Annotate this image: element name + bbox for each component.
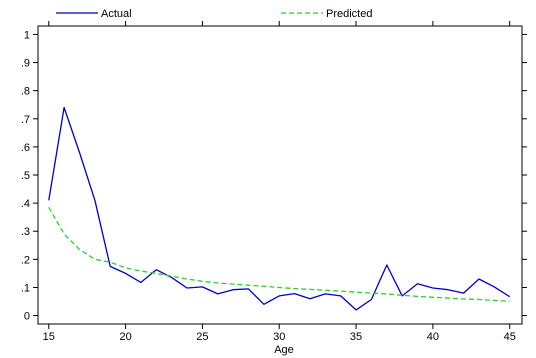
- y-tick-label: .1: [21, 282, 30, 294]
- y-axis: 0 .1 .2 .3 .4 .5 .6 .7 .8 .9 1: [21, 29, 38, 323]
- x-tick-label: 25: [196, 331, 208, 343]
- y-tick-label: .2: [21, 254, 30, 266]
- y-tick-label: 0: [24, 311, 30, 323]
- y-tick-label: .7: [21, 114, 30, 126]
- x-tick-label: 35: [350, 331, 362, 343]
- y-tick-label: .4: [21, 198, 30, 210]
- y-tick-label: .3: [21, 226, 30, 238]
- series-line-actual: [48, 106, 511, 311]
- x-tick-label: 20: [119, 331, 131, 343]
- series-layer: [48, 106, 511, 311]
- plot-area-frame: [37, 25, 523, 325]
- y-tick-label: 1: [24, 29, 30, 41]
- y-tick-label: .5: [21, 170, 30, 182]
- legend-label-predicted: Predicted: [326, 8, 372, 20]
- right-axis-ticks: [522, 33, 527, 317]
- y-tick-label: .8: [21, 86, 30, 98]
- series-line-predicted: [48, 206, 510, 302]
- x-tick-label: 40: [427, 331, 439, 343]
- y-tick-label: .9: [21, 58, 30, 70]
- legend: Actual Predicted: [56, 8, 372, 20]
- x-axis-title: Age: [274, 344, 294, 356]
- x-tick-label: 30: [273, 331, 285, 343]
- x-tick-label: 15: [43, 331, 55, 343]
- x-axis: 15 20 25 30 35 40 45: [43, 324, 516, 343]
- x-tick-label: 45: [504, 331, 516, 343]
- legend-label-actual: Actual: [101, 8, 132, 20]
- y-tick-label: .6: [21, 142, 30, 154]
- top-axis-ticks: [48, 21, 511, 26]
